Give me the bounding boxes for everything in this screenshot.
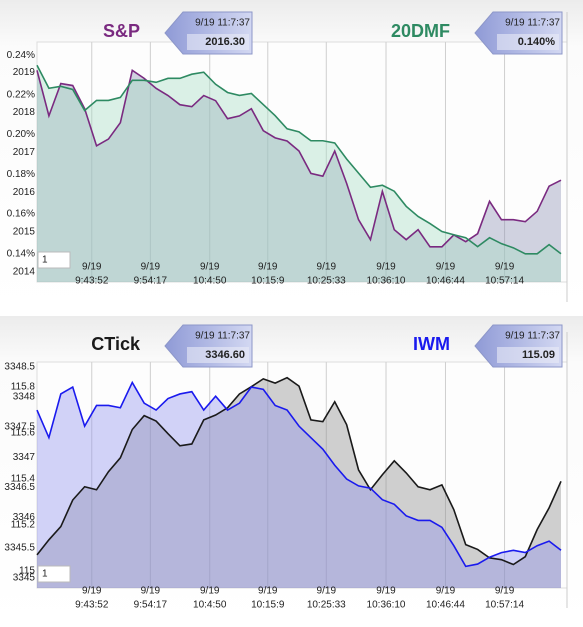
x-tick-label: 9/19	[141, 262, 161, 273]
y-tick-label: 3347.5	[4, 422, 35, 433]
x-tick-label: 9:43:52	[75, 276, 109, 287]
y-tick-label: 115.8	[11, 382, 36, 393]
timestamp: 9/19 11:7:37	[505, 18, 560, 29]
y-tick-label: 0.18%	[7, 169, 35, 180]
x-tick-label: 9:43:52	[75, 600, 109, 611]
last-value: 0.140%	[518, 36, 556, 48]
series-title: CTick	[91, 334, 141, 354]
x-tick-label: 10:15:9	[251, 276, 285, 287]
y-tick-label: 0.14%	[7, 248, 35, 259]
line	[36, 380, 562, 568]
x-tick-label: 10:15:9	[251, 600, 285, 611]
x-tick-label: 9/19	[200, 262, 220, 273]
y-tick-label: 3346.5	[4, 482, 35, 493]
y-tick-label: 2016	[13, 187, 36, 198]
y-tick-label: 2014	[13, 267, 36, 278]
timestamp: 9/19 11:7:37	[195, 18, 250, 29]
x-tick-label: 9/19	[82, 586, 102, 597]
series-title: IWM	[413, 334, 450, 354]
x-tick-label: 9:54:17	[134, 600, 168, 611]
value-box-inner	[187, 347, 249, 363]
y-tick-label: 2018	[13, 107, 36, 118]
line	[36, 64, 562, 255]
x-tick-label: 9/19	[436, 586, 456, 597]
zoom-value[interactable]: 1	[42, 255, 48, 266]
x-tick-label: 9/19	[141, 586, 161, 597]
x-tick-label: 10:57:14	[485, 276, 524, 287]
x-tick-label: 10:25:33	[307, 276, 346, 287]
x-tick-label: 9/19	[376, 262, 396, 273]
x-tick-label: 9/19	[258, 586, 278, 597]
area	[37, 377, 561, 588]
x-tick-label: 9/19	[436, 262, 456, 273]
y-tick-label: 3346	[13, 512, 36, 523]
x-tick-label: 10:4:50	[193, 600, 227, 611]
value-box-inner	[497, 347, 559, 363]
value-box-inner	[187, 34, 249, 50]
y-tick-label: 2017	[13, 147, 36, 158]
x-tick-label: 9/19	[495, 262, 515, 273]
last-value: 2016.30	[205, 36, 245, 48]
timestamp: 9/19 11:7:37	[195, 331, 250, 342]
y-tick-label: 3345.5	[4, 542, 35, 553]
zoom-input[interactable]	[37, 251, 71, 269]
x-tick-label: 9/19	[317, 262, 337, 273]
value-box-inner	[497, 34, 559, 50]
x-tick-label: 10:4:50	[193, 276, 227, 287]
last-value: 3346.60	[205, 349, 245, 361]
y-tick-label: 0.16%	[7, 209, 35, 220]
y-tick-label: 3347	[13, 452, 36, 463]
y-tick-label: 115.2	[11, 520, 36, 531]
y-tick-label: 3348.5	[4, 361, 35, 372]
last-value: 115.09	[522, 349, 555, 361]
series-title: S&P	[103, 21, 140, 41]
y-tick-label: 3348	[13, 392, 36, 403]
x-tick-label: 9/19	[82, 262, 102, 273]
zoom-input[interactable]	[37, 565, 71, 583]
x-tick-label: 9:54:17	[134, 276, 168, 287]
x-tick-label: 10:46:44	[426, 600, 465, 611]
series-title: 20DMF	[391, 21, 450, 41]
x-tick-label: 10:46:44	[426, 276, 465, 287]
x-tick-label: 10:36:10	[367, 600, 406, 611]
x-tick-label: 10:25:33	[307, 600, 346, 611]
line	[36, 69, 562, 248]
y-tick-label: 115.4	[11, 474, 36, 485]
line	[36, 376, 562, 566]
x-tick-label: 9/19	[258, 262, 278, 273]
y-tick-label: 0.24%	[7, 50, 35, 61]
x-tick-label: 10:57:14	[485, 600, 524, 611]
y-tick-label: 3345	[13, 572, 36, 583]
y-tick-label: 115.6	[11, 428, 36, 439]
y-tick-label: 2015	[13, 227, 36, 238]
x-tick-label: 9/19	[376, 586, 396, 597]
x-tick-label: 10:36:10	[367, 276, 406, 287]
zoom-value[interactable]: 1	[42, 569, 48, 580]
area	[37, 70, 561, 282]
x-tick-label: 9/19	[317, 586, 337, 597]
timestamp: 9/19 11:7:37	[505, 331, 560, 342]
x-tick-label: 9/19	[495, 586, 515, 597]
y-tick-label: 0.22%	[7, 89, 35, 100]
area	[37, 65, 561, 283]
plot-area	[36, 41, 568, 283]
y-tick-label: 0.20%	[7, 129, 35, 140]
x-tick-label: 9/19	[200, 586, 220, 597]
y-tick-label: 2019	[13, 67, 36, 78]
y-tick-label: 115	[19, 566, 35, 577]
